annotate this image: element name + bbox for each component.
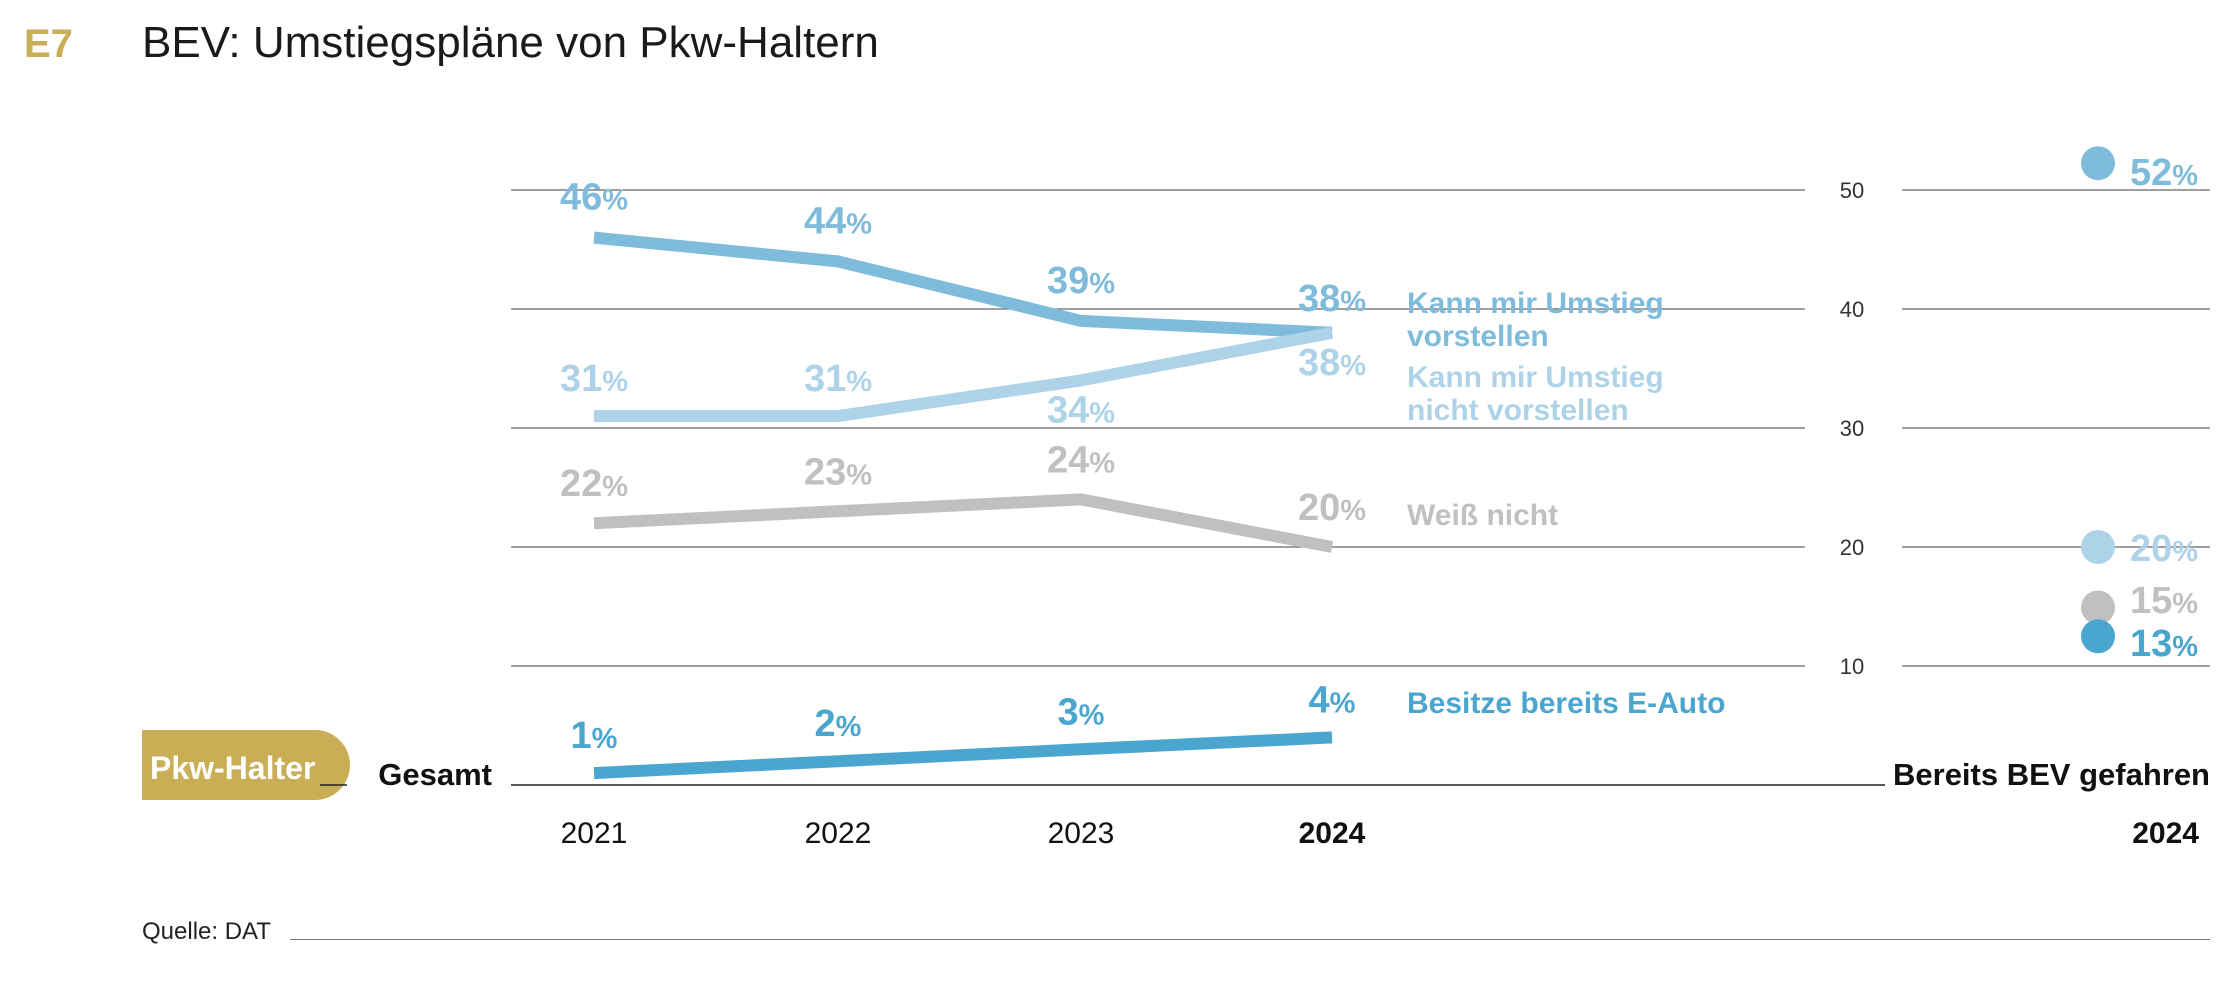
y-tick-label: 10: [1840, 654, 1864, 679]
legend-label-nicht: nicht vorstellen: [1407, 394, 1629, 427]
dot-label-kann: 52%: [2130, 152, 2198, 194]
source-divider: [290, 939, 2210, 940]
data-label-besitze: 4%: [1309, 679, 1356, 721]
series-line-weiss: [593, 493, 1334, 553]
x-tick-label: 2023: [1048, 817, 1115, 850]
legend-label-nicht: Kann mir Umstieg: [1407, 361, 1664, 394]
dot-kann: [2081, 146, 2115, 181]
source-note: Quelle: DAT: [142, 918, 271, 945]
dot-besitze: [2081, 619, 2115, 654]
data-label-nicht: 31%: [804, 358, 872, 400]
dot-nicht: [2081, 530, 2115, 564]
data-label-kann: 46%: [560, 177, 628, 219]
x-tick-label: 2021: [561, 817, 628, 850]
x-tick-label: 2024: [1299, 817, 1366, 850]
series-line-besitze: [593, 731, 1333, 780]
dot-weiss: [2081, 590, 2115, 625]
data-label-kann: 39%: [1047, 260, 1115, 302]
x-tick-label: 2022: [805, 817, 872, 850]
data-label-nicht: 38%: [1298, 342, 1366, 384]
y-tick-label: 20: [1840, 535, 1864, 560]
group-label-gesamt: Gesamt: [378, 757, 492, 792]
legend-label-kann: vorstellen: [1407, 320, 1549, 353]
data-label-besitze: 3%: [1058, 691, 1105, 733]
legend-label-weiss: Weiß nicht: [1407, 499, 1558, 532]
x-tick-label-right: 2024: [2132, 817, 2199, 850]
data-label-weiss: 23%: [804, 451, 872, 493]
series-line-kann: [593, 231, 1333, 339]
y-tick-label: 30: [1840, 416, 1864, 441]
dot-label-weiss: 15%: [2130, 580, 2198, 622]
y-tick-label: 50: [1840, 178, 1864, 203]
legend-label-kann: Kann mir Umstieg: [1407, 287, 1664, 320]
data-label-nicht: 31%: [560, 358, 628, 400]
data-label-kann: 38%: [1298, 278, 1366, 320]
y-tick-label: 40: [1840, 297, 1864, 322]
data-label-weiss: 22%: [560, 463, 628, 505]
chart-code: E7: [24, 22, 73, 66]
data-label-weiss: 24%: [1047, 439, 1115, 481]
dot-label-nicht: 20%: [2130, 528, 2198, 570]
data-label-besitze: 2%: [815, 703, 862, 745]
chart-title: BEV: Umstiegspläne von Pkw-Haltern: [142, 18, 879, 67]
data-label-kann: 44%: [804, 200, 872, 242]
data-label-weiss: 20%: [1298, 487, 1366, 529]
group-label-bev: Bereits BEV gefahren: [1893, 757, 2210, 792]
data-label-besitze: 1%: [571, 715, 618, 757]
group-badge: Pkw-Halter: [142, 730, 350, 800]
data-label-nicht: 34%: [1047, 389, 1115, 431]
series-line-nicht: [594, 326, 1334, 423]
dot-label-besitze: 13%: [2130, 623, 2198, 665]
legend-label-besitze: Besitze bereits E-Auto: [1407, 687, 1725, 720]
group-badge-label: Pkw-Halter: [150, 750, 316, 786]
